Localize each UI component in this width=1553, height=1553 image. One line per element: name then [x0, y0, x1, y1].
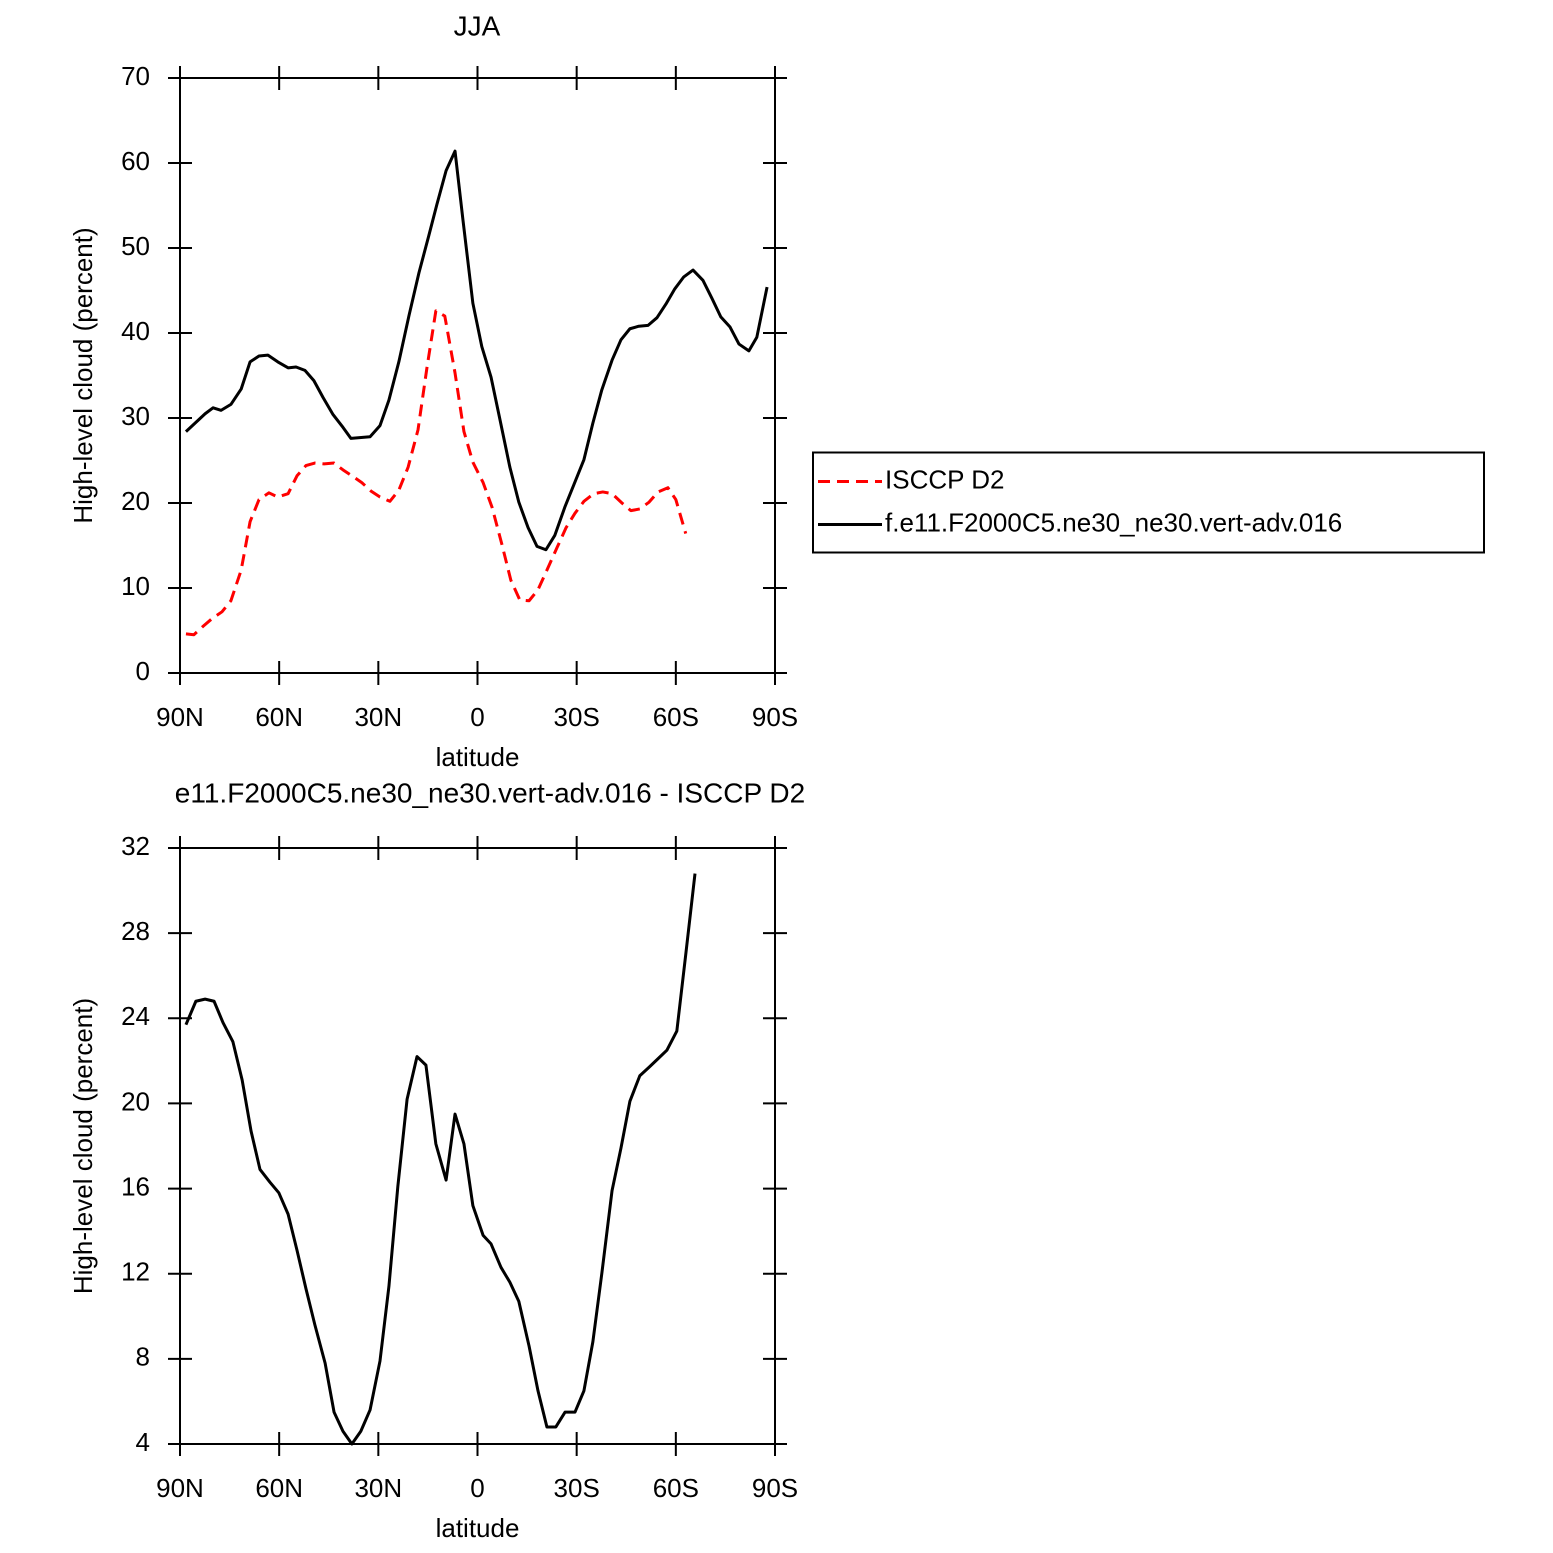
- legend-box: [812, 451, 1485, 554]
- legend-label: ISCCP D2: [885, 464, 1004, 494]
- y-tick-label: 28: [121, 916, 150, 946]
- y-tick-label: 50: [121, 231, 150, 261]
- y-tick-label: 8: [136, 1342, 150, 1372]
- y-axis-label: High-level cloud (percent): [68, 998, 98, 1294]
- y-axis-label: High-level cloud (percent): [68, 227, 98, 523]
- x-tick-label: 0: [470, 702, 484, 732]
- y-tick-label: 32: [121, 831, 150, 861]
- x-tick-label: 60S: [653, 1473, 699, 1503]
- x-tick-label: 60N: [255, 1473, 303, 1503]
- legend-label: f.e11.F2000C5.ne30_ne30.vert-adv.016: [885, 507, 1342, 537]
- x-tick-label: 30N: [354, 702, 402, 732]
- y-tick-label: 70: [121, 61, 150, 91]
- y-tick-label: 10: [121, 571, 150, 601]
- y-tick-label: 20: [121, 486, 150, 516]
- x-tick-label: 90S: [752, 1473, 798, 1503]
- x-tick-label: 90N: [156, 1473, 204, 1503]
- y-tick-label: 16: [121, 1171, 150, 1201]
- y-tick-label: 4: [136, 1427, 150, 1457]
- x-tick-label: 30N: [354, 1473, 402, 1503]
- x-tick-label: 30S: [554, 1473, 600, 1503]
- plot-frame: [179, 847, 776, 1445]
- y-tick-label: 0: [136, 656, 150, 686]
- x-tick-label: 90N: [156, 702, 204, 732]
- plot-frame: [179, 77, 776, 674]
- line-series: [185, 309, 688, 637]
- x-tick-label: 60N: [255, 702, 303, 732]
- line-series: [184, 873, 697, 1446]
- x-axis-label: latitude: [436, 1513, 520, 1543]
- y-tick-label: 60: [121, 146, 150, 176]
- x-axis-label: latitude: [436, 742, 520, 772]
- x-tick-label: 60S: [653, 702, 699, 732]
- y-tick-label: 30: [121, 401, 150, 431]
- line-series: [184, 149, 769, 552]
- y-tick-label: 12: [121, 1257, 150, 1287]
- x-tick-label: 0: [470, 1473, 484, 1503]
- chart-title: JJA: [454, 10, 501, 41]
- y-tick-label: 20: [121, 1086, 150, 1116]
- y-tick-label: 24: [121, 1001, 150, 1031]
- x-tick-label: 90S: [752, 702, 798, 732]
- x-tick-label: 30S: [554, 702, 600, 732]
- chart-title: e11.F2000C5.ne30_ne30.vert-adv.016 - ISC…: [175, 777, 805, 808]
- y-tick-label: 40: [121, 316, 150, 346]
